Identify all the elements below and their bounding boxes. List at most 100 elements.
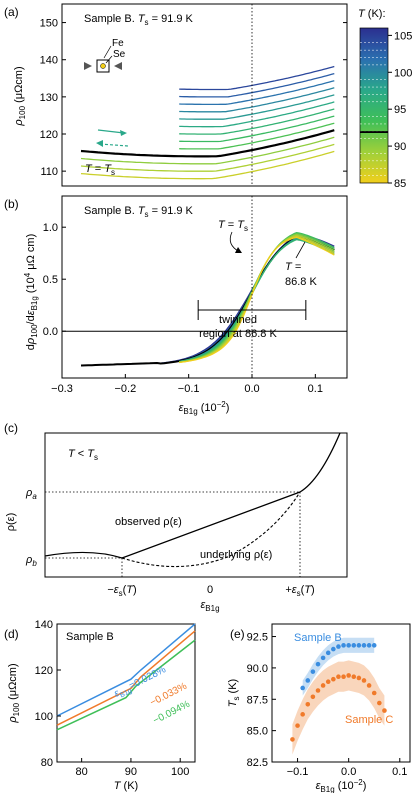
ts-point (366, 643, 372, 648)
ytick-label: 80 (41, 757, 53, 769)
xtick-label: 90 (125, 766, 137, 778)
panel-label-c: (c) (4, 421, 18, 435)
arrow-left-icon (114, 62, 122, 70)
ts-point (300, 712, 305, 717)
sweep-arrow-up-head-icon (120, 130, 127, 136)
ytick-label: 92.5 (247, 632, 268, 644)
panel-b-twinned-label-2: region at 86.8 K (199, 328, 277, 340)
ytick-label: 0.0 (43, 326, 58, 338)
underlying-rho-line (121, 491, 301, 568)
rho-b-tick: ρb (25, 554, 37, 568)
panel-d-ylabel: ρ100 (μΩcm) (7, 663, 21, 723)
neg-eps-tick: −εs(T) (107, 584, 136, 598)
uncertainty-band (302, 637, 375, 696)
panel-a-yticks: 110 120 130 140 150 (40, 18, 347, 178)
panel-label-a: (a) (4, 5, 19, 19)
ts-point (382, 708, 387, 713)
rho-curve (80, 143, 335, 172)
panel-b-title: Sample B. Ts = 91.9 K (84, 205, 194, 219)
ts-point (331, 676, 336, 682)
panel-b-ylabel: dρ100/dεB1g (104 μΩ cm) (23, 234, 39, 350)
ts-point (356, 643, 362, 648)
ts-point (356, 675, 362, 681)
ytick-label: 110 (40, 166, 58, 178)
panel-e-frame (271, 623, 411, 763)
panel-b-xlabel: εB1g (10−2) (179, 400, 230, 416)
xtick-label: −0.1 (178, 383, 200, 395)
panel-b-ts-label: T = Ts (218, 219, 248, 233)
panel-b-frame (61, 195, 348, 379)
ytick-label: 100 (35, 711, 53, 723)
rho-curve (80, 150, 335, 180)
ts-point (290, 737, 295, 742)
ytick-label: 150 (40, 18, 58, 30)
fe-pointer (103, 45, 112, 59)
derivative-curve (179, 235, 335, 363)
ts-point (336, 674, 341, 679)
ts-point (320, 655, 326, 661)
panel-c-xlabel: εB1g (200, 599, 219, 613)
derivative-curve (80, 234, 335, 367)
colorbar-tick-label: 90 (394, 141, 406, 153)
rho-curve (179, 87, 335, 113)
ts-point (346, 643, 351, 648)
derivative-curve (179, 238, 335, 363)
derivative-curve (179, 236, 335, 364)
ts-point (315, 688, 321, 693)
derivative-curve (179, 232, 335, 363)
colorbar-tick-label: 95 (394, 104, 406, 116)
panel-e-xlabel: εB1g (10−2) (316, 778, 367, 793)
inset-fe-label: Fe (112, 38, 124, 49)
rho-left-branch (44, 551, 123, 559)
ts-point (346, 673, 351, 678)
derivative-curve (179, 234, 335, 363)
ytick-label: 0.5 (43, 274, 58, 286)
sweep-arrow-down-head-icon (96, 140, 103, 147)
ts-point (341, 643, 346, 648)
xtick-label: −0.3 (51, 383, 73, 395)
lattice-square-icon (96, 59, 110, 73)
xtick-label: 100 (171, 766, 189, 778)
derivative-curve (80, 235, 335, 367)
ts-point (331, 646, 336, 652)
ts-point (295, 723, 300, 728)
derivative-curve (179, 237, 335, 362)
ts-point (336, 644, 341, 649)
rho-curve (179, 122, 335, 150)
ts-point (361, 643, 367, 648)
panel-label-b: (b) (4, 197, 19, 211)
xtick-label: 0.0 (244, 383, 259, 395)
panel-b-t868-label-1: T = (285, 261, 302, 273)
rho-curve (179, 108, 335, 135)
panel-e-ylabel: Ts (K) (227, 679, 241, 707)
panel-e-bands (292, 637, 385, 755)
panel-e-axes: −0.1 0.0 0.1 82.5 85.0 87.5 90.0 92.5 (247, 632, 408, 778)
panel-c-frame (44, 432, 348, 578)
ts-point (371, 643, 377, 648)
rho-vs-T-line (56, 639, 196, 731)
ytick-label: 120 (40, 129, 58, 141)
pos-eps-tick: +εs(T) (285, 584, 314, 598)
lattice-inset: Fe Se (84, 38, 126, 73)
xtick-label: 0.1 (308, 383, 323, 395)
ytick-label: 120 (35, 665, 53, 677)
twinned-bracket (197, 300, 307, 320)
xtick-label: 80 (76, 766, 88, 778)
ts-point (310, 669, 316, 674)
panel-a-ts-label: T = Ts (85, 163, 115, 177)
ytick-label: 87.5 (247, 694, 268, 706)
panel-c-title: T < Ts (68, 448, 98, 462)
rho-curve (179, 72, 335, 98)
t868-pointer (295, 241, 306, 259)
ts-point (366, 683, 372, 688)
ytick-label: 140 (35, 619, 53, 631)
ts-point (310, 694, 316, 700)
ytick-label: 130 (40, 92, 58, 104)
panel-a-title: Sample B. Ts = 91.9 K (84, 13, 194, 27)
legend-sample-c: Sample C (345, 714, 393, 726)
ts-point (320, 683, 326, 688)
observed-rho-line (121, 432, 341, 559)
rho-curve (179, 65, 335, 91)
panel-d-series-group (56, 623, 196, 731)
